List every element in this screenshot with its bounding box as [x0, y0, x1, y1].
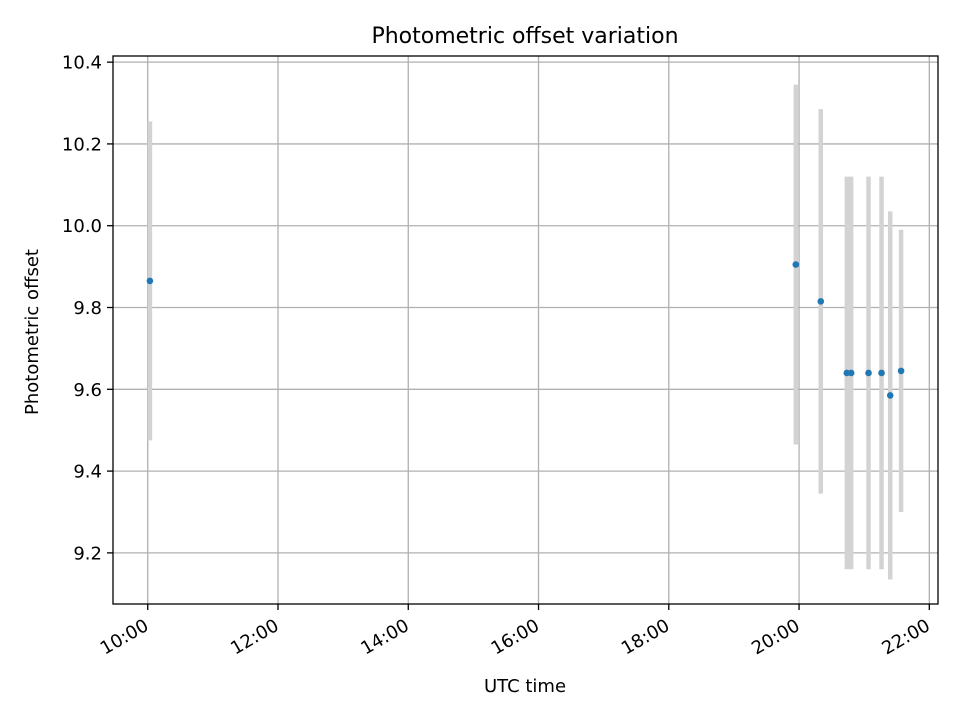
- y-tick-label: 10.0: [62, 216, 102, 237]
- grid-lines: [113, 56, 938, 604]
- data-point: [847, 369, 855, 377]
- y-axis-ticks: 9.2 9.4 9.6 9.8 10.0 10.2 10.4: [62, 53, 113, 564]
- x-tick-label: 10:00: [97, 615, 152, 659]
- data-point: [792, 261, 800, 268]
- x-axis-ticks: 10:00 12:00 14:00 16:00 18:00 20:00 22:00: [97, 604, 934, 659]
- y-tick-label: 9.8: [73, 298, 102, 319]
- y-tick-label: 9.6: [73, 380, 102, 401]
- y-tick-label: 9.4: [73, 462, 102, 483]
- error-bars: [147, 84, 904, 580]
- data-point: [897, 367, 905, 375]
- data-points: [146, 261, 905, 399]
- y-axis-title: Photometric offset: [22, 249, 43, 415]
- y-tick-label: 10.2: [62, 134, 102, 155]
- x-tick-label: 20:00: [748, 615, 803, 659]
- y-tick-label: 9.2: [73, 543, 102, 564]
- data-point: [146, 277, 154, 285]
- data-point: [817, 298, 825, 305]
- x-axis-title: UTC time: [484, 676, 566, 697]
- x-tick-label: 18:00: [618, 615, 673, 659]
- data-point: [878, 369, 885, 377]
- plot-area-frame: [112, 55, 939, 605]
- x-tick-label: 12:00: [227, 615, 282, 659]
- x-tick-label: 16:00: [488, 615, 543, 659]
- x-tick-label: 14:00: [357, 615, 412, 659]
- data-point: [886, 392, 894, 399]
- x-tick-label: 22:00: [878, 615, 933, 659]
- chart-title: Photometric offset variation: [371, 24, 678, 49]
- data-point: [865, 369, 872, 377]
- y-tick-label: 10.4: [62, 53, 102, 74]
